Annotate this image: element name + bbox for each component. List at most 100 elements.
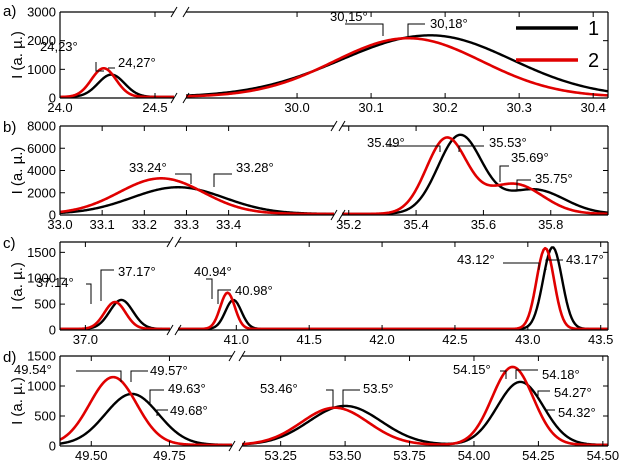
panel-b-xtick-label: 35.6: [471, 217, 496, 232]
panel-c-ylabel: I (a. µ.): [9, 262, 26, 310]
panel-d-annotation-leader: [149, 389, 164, 403]
panel-c-series-2-line-0: [60, 300, 170, 330]
panel-b-axis-break: [330, 120, 338, 132]
panel-d-xtick-label: 49.75: [153, 448, 186, 463]
panel-b-axis-break: [338, 120, 346, 132]
panel-d-ytick-label: 0: [49, 439, 56, 454]
panel-d-annotation-label: 54.32°: [558, 405, 596, 420]
panel-d-axis-break: [228, 350, 236, 362]
panel-d-annotation-leader: [156, 409, 168, 416]
panel-c-annotation-label: 43.12°: [457, 252, 495, 267]
panel-b-annotation-leader: [499, 165, 509, 182]
panel-b-axis-break: [330, 209, 338, 221]
panel-c-xtick-label: 43.0: [515, 332, 540, 347]
panel-d-ylabel: I (a. µ.): [9, 377, 26, 425]
panel-a-series-2-line-1: [186, 36, 608, 98]
panel-d-annotation-leader: [326, 389, 334, 407]
panel-d-series-2-line-0: [60, 375, 232, 446]
panel-b-ytick-label: 2000: [27, 185, 56, 200]
panel-a-axis-break: [182, 92, 190, 104]
panel-d-annotation-label: 49.54°: [14, 362, 52, 377]
panel-b-series-2-line-1: [342, 136, 608, 215]
panel-d-xtick-label: 54.00: [458, 448, 491, 463]
panel-c-annotation-label: 37.14°: [36, 275, 74, 290]
panel-b-ytick-label: 0: [49, 208, 56, 223]
panel-b-ytick-label: 4000: [27, 163, 56, 178]
panel-a-axis-break: [182, 6, 190, 18]
panel-c-annotation-leader: [86, 283, 92, 304]
panel-a-annotation-label: 30,15°: [330, 9, 368, 24]
panel-c-annotation-label: 37.17°: [118, 264, 156, 279]
panel-d-xtick-label: 54.25: [522, 448, 555, 463]
panel-a-xtick-label: 30.3: [507, 100, 532, 115]
panel-d-annotation-label: 54.18°: [542, 367, 580, 382]
panel-d-axis-break: [238, 350, 246, 362]
panel-d-ytick-label: 1500: [27, 349, 56, 364]
panel-c-xtick-label: 37.0: [73, 332, 98, 347]
panel-b-xtick-label: 33.1: [89, 217, 114, 232]
panel-a-xtick-label: 30.4: [581, 100, 606, 115]
panel-b-annotation-label: 35.53°: [489, 135, 527, 150]
panel-c-annotation-label: 40.94°: [194, 264, 232, 279]
panel-a-ytick-label: 0: [49, 91, 56, 106]
panel-d-ytick-label: 500: [34, 409, 56, 424]
panel-d-annotation-label: 54.15°: [453, 362, 491, 377]
panel-c-annotation-leader: [217, 289, 231, 304]
panel-b-annotation-label: 33.24°: [129, 160, 167, 175]
panel-b-annotation-leader: [386, 145, 441, 152]
panel-d-xtick-label: 49.50: [75, 448, 108, 463]
panel-a-series-2-line-0: [60, 67, 174, 98]
panel-d-ytick-label: 1000: [27, 379, 56, 394]
panel-a-ytick-label: 3000: [27, 5, 56, 20]
panel-d-annotation-leader: [537, 390, 550, 396]
panel-d-annotation-label: 49.57°: [150, 363, 188, 378]
panel-c-annotation-label: 43.17°: [566, 252, 604, 267]
panel-a-letter: a): [3, 3, 16, 20]
panel-d-annotation-label: 49.63°: [168, 381, 206, 396]
panel-a-xtick-label: 24.5: [142, 100, 167, 115]
panel-d-annotation-label: 49.68°: [170, 403, 208, 418]
panel-c-ytick-label: 1000: [27, 271, 56, 286]
panel-a-annotation-label: 30,18°: [430, 16, 468, 31]
panel-c-annotation-label: 40.98°: [235, 283, 273, 298]
panel-b-letter: b): [3, 119, 16, 136]
panel-a-ylabel: I (a. µ.): [9, 31, 26, 79]
panel-d-axis-break: [238, 440, 246, 452]
panel-b-annotation-leader: [213, 173, 232, 187]
panel-b-xtick-label: 33.3: [174, 217, 199, 232]
panel-b-xtick-label: 33.4: [216, 217, 241, 232]
panel-d-annotation-label: 54.27°: [554, 385, 592, 400]
panel-a-xtick-label: 30.2: [432, 100, 457, 115]
panel-d-xtick-label: 54.50: [587, 448, 620, 463]
panel-c-axis-break: [174, 324, 182, 336]
panel-c-xtick-label: 41.5: [297, 332, 322, 347]
panel-d-xtick-label: 53.25: [264, 448, 297, 463]
panel-c-axis-break: [166, 324, 174, 336]
panel-a-ytick-label: 2000: [27, 33, 56, 48]
panel-c-axis-break: [174, 236, 182, 248]
panel-c-annotation-leader: [206, 278, 213, 299]
panel-d-xtick-label: 53.75: [393, 448, 426, 463]
legend-label-1: 1: [588, 18, 599, 40]
panel-d-xtick-label: 53.50: [329, 448, 362, 463]
panel-c-letter: c): [3, 235, 16, 252]
panel-b-annotation-label: 33.28°: [236, 160, 274, 175]
panel-d-annotation-label: 53.5°: [363, 381, 394, 396]
panel-b-xtick-label: 35.2: [336, 217, 361, 232]
panel-a-xtick-label: 30.1: [358, 100, 383, 115]
panel-a-axis-break: [170, 6, 178, 18]
panel-b-annotation-leader: [175, 173, 192, 184]
panel-d-series-1-line-0: [60, 392, 232, 446]
panel-c-xtick-label: 43.5: [588, 332, 613, 347]
panel-b-ytick-label: 8000: [27, 119, 56, 134]
panel-c-ytick-label: 500: [34, 297, 56, 312]
panel-b-annotation-label: 35.75°: [535, 171, 573, 186]
panel-b-axis-break: [338, 209, 346, 221]
panel-b-ytick-label: 6000: [27, 141, 56, 156]
panel-d-annotation-leader: [500, 370, 507, 379]
panel-d-letter: d): [3, 349, 16, 366]
panel-b-annotation-leader: [516, 179, 531, 191]
panel-b-ylabel: I (a. µ.): [9, 147, 26, 195]
panel-a-ytick-label: 1000: [27, 62, 56, 77]
